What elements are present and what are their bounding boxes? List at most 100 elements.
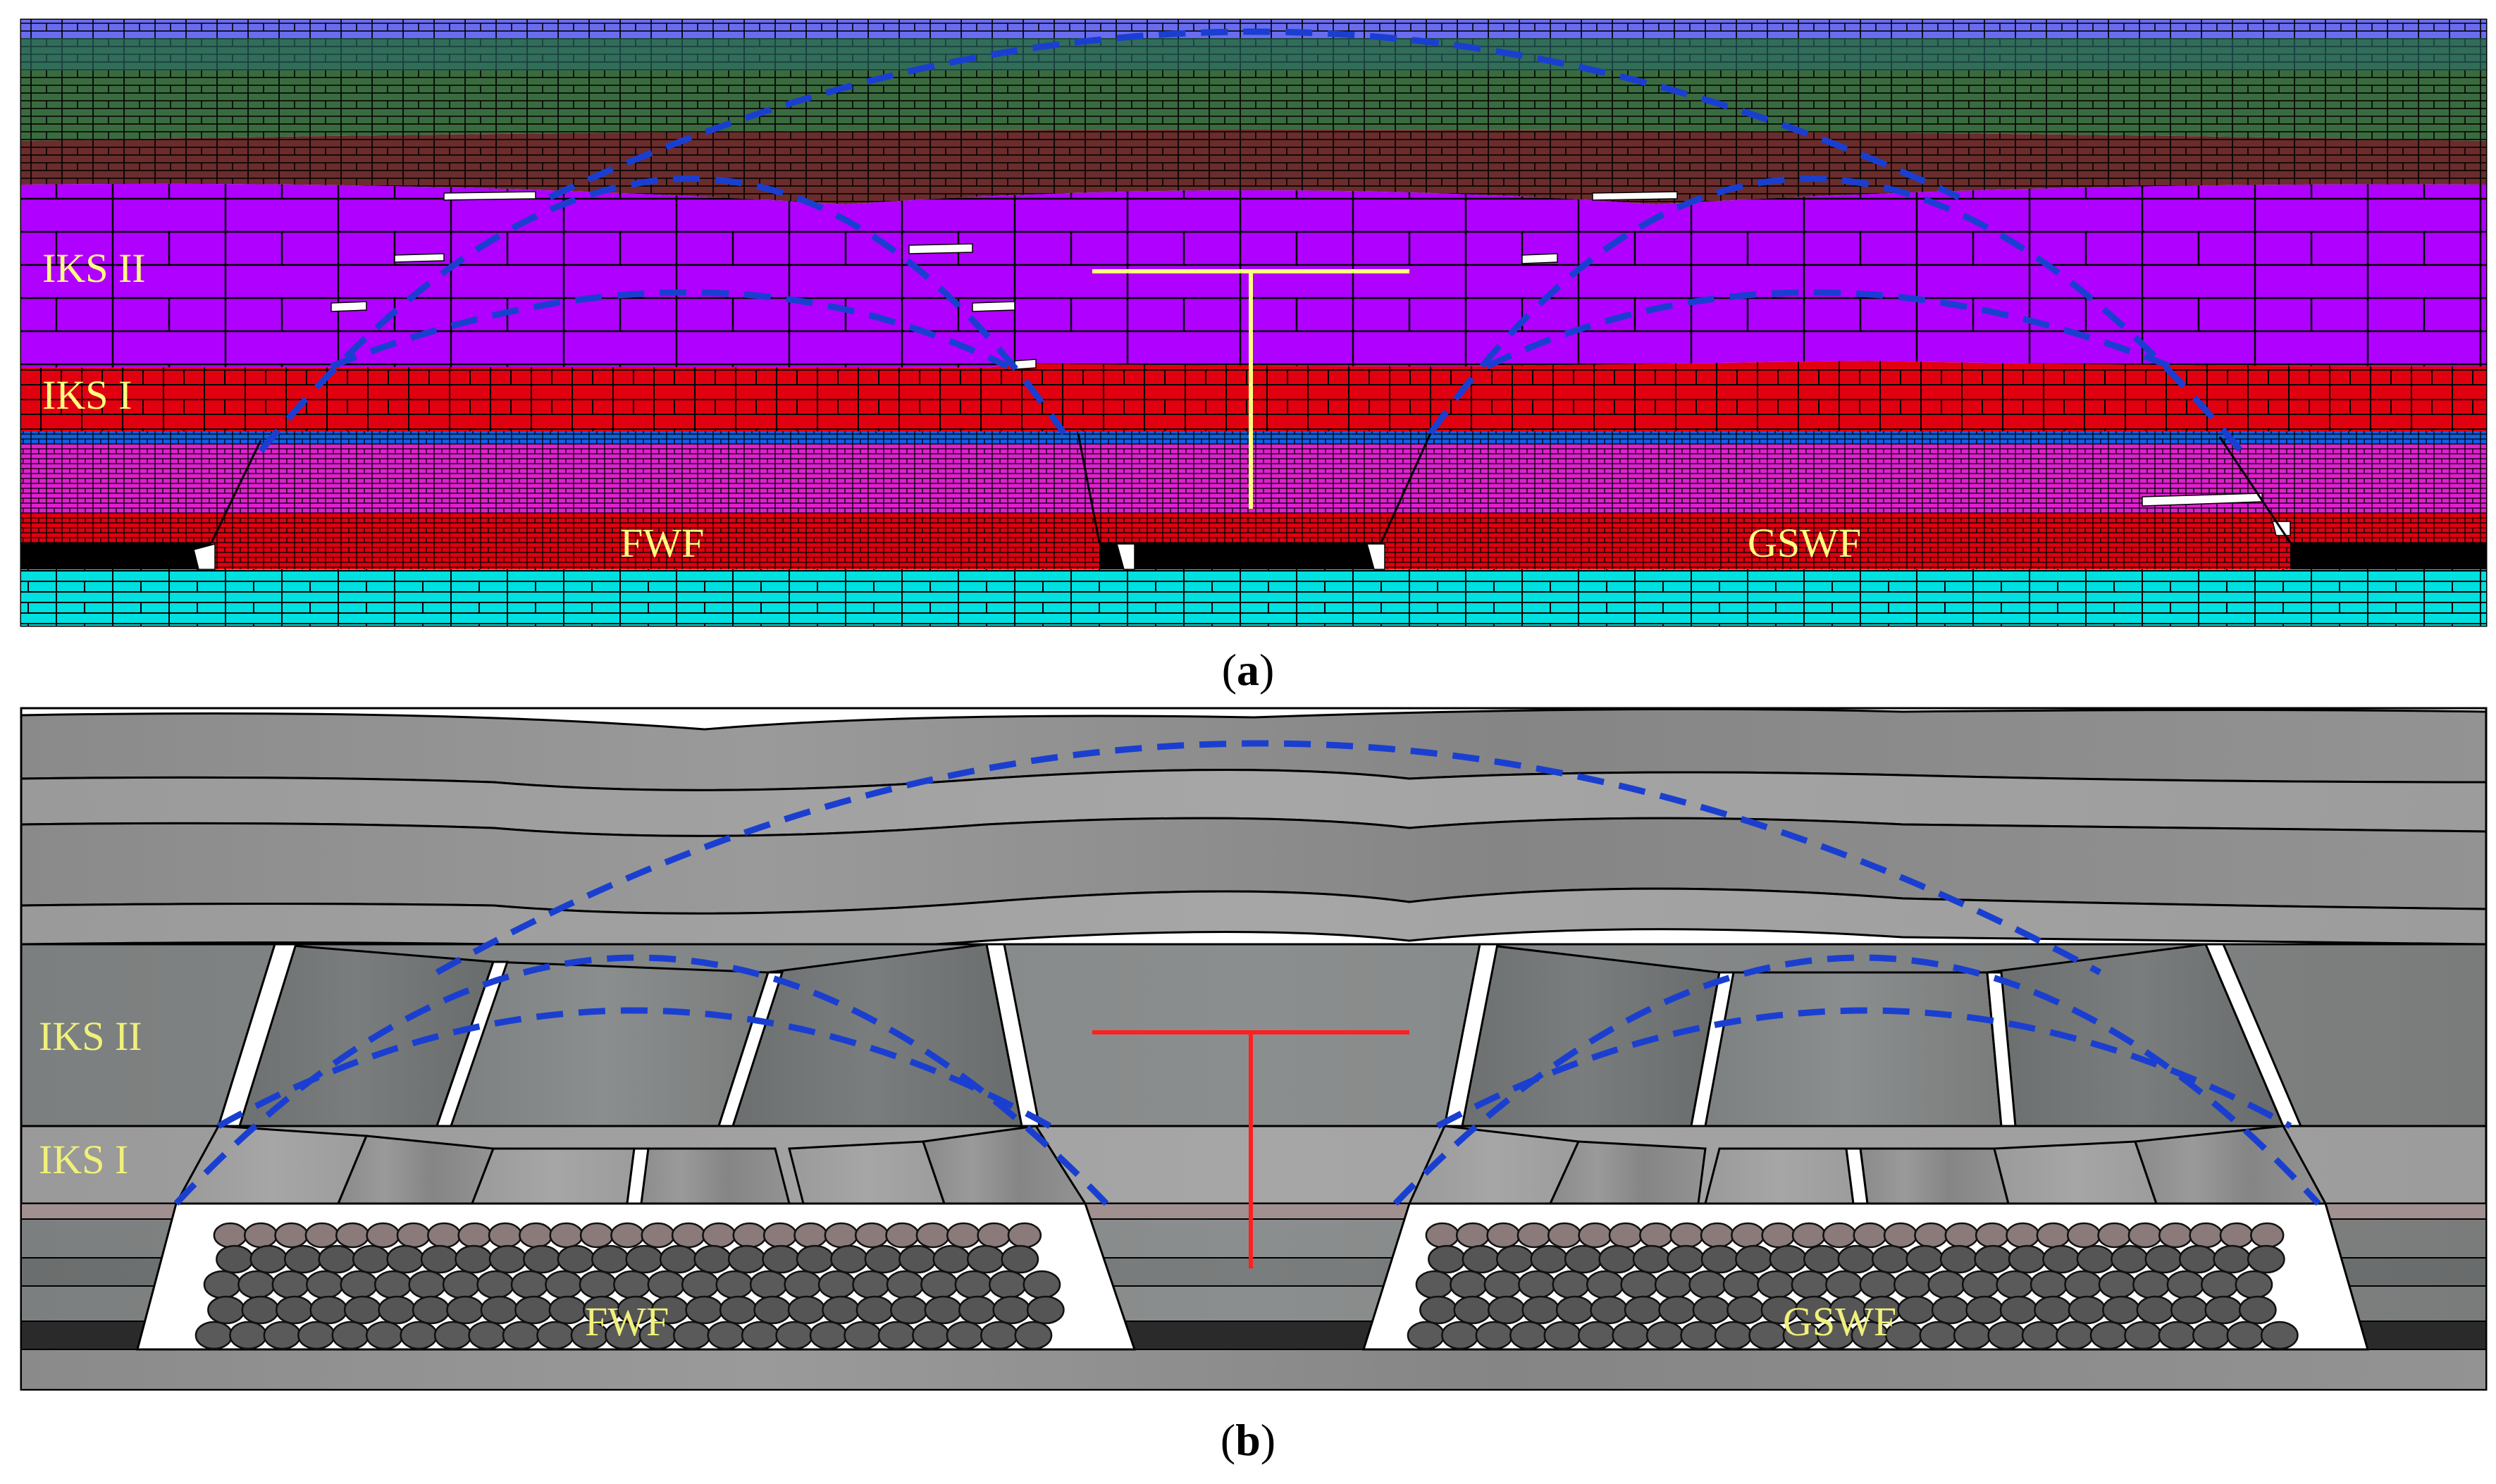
- rubble-stone: [331, 1321, 370, 1350]
- rubble-stone: [924, 1295, 963, 1325]
- label-fwf-b: FWF: [585, 1299, 669, 1344]
- rubble-stone: [613, 1270, 651, 1299]
- rubble-stone: [1415, 1270, 1454, 1299]
- rubble-stone: [958, 1295, 996, 1325]
- rubble-stone: [1914, 1222, 1948, 1249]
- rubble-stone: [1859, 1270, 1898, 1299]
- rubble-stone: [1688, 1270, 1727, 1299]
- rubble-stone: [2008, 1244, 2046, 1274]
- rubble-stone: [915, 1222, 951, 1249]
- rubble-stone: [920, 1270, 958, 1299]
- rubble-stone: [1700, 1222, 1735, 1249]
- caption-b: (b): [1221, 1415, 1275, 1465]
- rubble-stone: [1007, 1222, 1042, 1249]
- rubble-stone: [1927, 1270, 1966, 1299]
- rubble-stone: [1853, 1222, 1887, 1249]
- rubble-stone: [1014, 1321, 1053, 1350]
- caption-a: (a): [1222, 645, 1275, 695]
- rubble-stone: [647, 1270, 686, 1299]
- rubble-stone: [420, 1244, 459, 1274]
- rubble-stone: [263, 1321, 302, 1350]
- rubble-stone: [1001, 1244, 1039, 1274]
- rubble-stone: [1521, 1295, 1560, 1325]
- rubble-stone: [2250, 1222, 2285, 1249]
- rubble-stone: [194, 1321, 233, 1350]
- rubble-stone: [1965, 1295, 2004, 1325]
- rubble-stone: [890, 1295, 928, 1325]
- caving-arcs-b: [173, 740, 2321, 1206]
- rubble-stone: [809, 1321, 848, 1350]
- rubble-stone: [373, 1270, 412, 1299]
- rubble-stone: [427, 1222, 462, 1249]
- rubble-stone: [378, 1295, 416, 1325]
- rubble-stone: [946, 1222, 981, 1249]
- rubble-stone: [1578, 1222, 1612, 1249]
- panel-a: IKS II IKS I FWF GSWF: [20, 18, 2488, 627]
- rubble-stone: [2226, 1321, 2265, 1350]
- rubble-stone: [693, 1244, 732, 1274]
- label-gswf-a: GSWF: [1748, 520, 1861, 566]
- rubble-stone: [1552, 1270, 1590, 1299]
- rubble-stone: [1761, 1222, 1796, 1249]
- rubble-stone: [1939, 1244, 1978, 1274]
- rubble-stone: [877, 1321, 916, 1350]
- rubble-stone: [237, 1270, 276, 1299]
- rubble-stone: [2213, 1244, 2251, 1274]
- rubble-stone: [625, 1244, 664, 1274]
- rubble-stone: [2201, 1270, 2239, 1299]
- rubble-stone: [2158, 1321, 2197, 1350]
- rubble-stone: [898, 1244, 937, 1274]
- rubble-stone: [1726, 1295, 1765, 1325]
- rubble-stone: [400, 1321, 438, 1350]
- rubble-stone: [1919, 1321, 1958, 1350]
- goaf-edges: [210, 433, 2292, 543]
- rubble-stone: [741, 1321, 779, 1350]
- rubble-stone: [306, 1270, 344, 1299]
- rubble-stone: [1612, 1321, 1650, 1350]
- rubble-stone: [549, 1222, 583, 1249]
- rubble-stone: [1425, 1222, 1460, 1249]
- rubble-stone: [408, 1270, 447, 1299]
- red-lower-strata: [21, 513, 2486, 543]
- rubble-stone: [1496, 1244, 1534, 1274]
- rubble-stone: [1577, 1321, 1616, 1350]
- rubble-stone: [1667, 1244, 1705, 1274]
- rubble-stone: [386, 1244, 425, 1274]
- rubble-stone: [557, 1244, 595, 1274]
- rubble-stone: [1731, 1222, 1765, 1249]
- label-gswf-b: GSWF: [1783, 1299, 1896, 1344]
- rubble-stone: [824, 1222, 859, 1249]
- fracture-gaps: [193, 191, 2291, 570]
- rubble-stone: [2111, 1244, 2149, 1274]
- rubble-stone: [284, 1244, 322, 1274]
- rubble-stone: [980, 1321, 1018, 1350]
- rubble-stone: [2042, 1244, 2081, 1274]
- rubble-stone: [1825, 1270, 1863, 1299]
- rubble-stone: [1658, 1295, 1697, 1325]
- rubble-stone: [1475, 1321, 1514, 1350]
- rubble-stone: [1883, 1222, 1918, 1249]
- rubble-stone: [715, 1270, 754, 1299]
- rubble-stone: [519, 1222, 553, 1249]
- rubble-stone: [365, 1321, 404, 1350]
- rubble-stone: [1791, 1222, 1827, 1249]
- arc-top-b: [435, 740, 2102, 975]
- arc-gswf-inner: [1485, 289, 2172, 370]
- rubble-stone: [1700, 1244, 1739, 1274]
- rubble-stone: [1996, 1270, 2034, 1299]
- rubble-stone: [1419, 1295, 1457, 1325]
- rubble-stone: [2260, 1321, 2299, 1350]
- arc-fwf-mid-b: [216, 1007, 1052, 1129]
- rubble-stone: [442, 1270, 481, 1299]
- rubble-stone: [446, 1295, 485, 1325]
- rubble-stone: [886, 1270, 925, 1299]
- rubble-stone: [2127, 1222, 2163, 1249]
- rubble-stone: [1791, 1270, 1829, 1299]
- rubble-stone: [864, 1244, 903, 1274]
- rubble-stone: [685, 1295, 724, 1325]
- rubble-stone: [854, 1222, 889, 1249]
- blue-key-stratum: [21, 431, 2486, 444]
- rubble-stone: [545, 1270, 583, 1299]
- rubble-stone: [1722, 1270, 1761, 1299]
- rubble-stone: [276, 1295, 314, 1325]
